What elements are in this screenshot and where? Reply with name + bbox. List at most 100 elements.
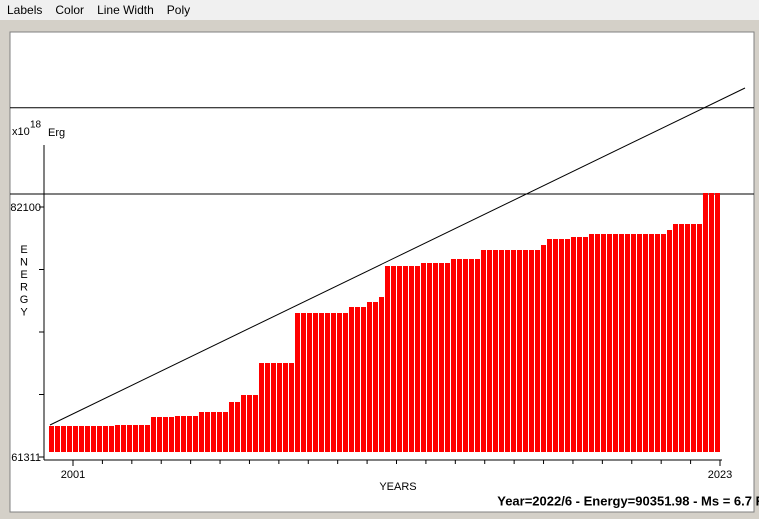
bar — [679, 224, 684, 452]
bar — [505, 250, 510, 452]
bar — [223, 412, 228, 452]
bar — [265, 363, 270, 452]
bar — [685, 224, 690, 452]
menu-item[interactable]: Poly — [166, 3, 191, 17]
bar — [415, 266, 420, 452]
bar — [541, 245, 546, 452]
bar — [655, 233, 660, 452]
bar — [511, 250, 516, 452]
bar — [385, 266, 390, 452]
menu-item[interactable]: Line Width — [97, 3, 154, 17]
bar — [103, 425, 108, 452]
bar — [163, 417, 168, 452]
bar — [433, 263, 438, 452]
bar — [463, 258, 468, 452]
bar — [61, 425, 66, 452]
bar — [211, 412, 216, 452]
bar — [289, 363, 294, 452]
trend-line — [49, 87, 746, 426]
bar — [49, 425, 54, 452]
bar — [343, 313, 348, 452]
bar — [403, 266, 408, 452]
bar — [571, 237, 576, 452]
bar — [595, 233, 600, 452]
bar — [547, 239, 552, 452]
bar — [301, 313, 306, 452]
bar — [445, 263, 450, 452]
bar — [709, 193, 714, 453]
bar — [283, 363, 288, 452]
y-tick-label: 61311 — [11, 452, 41, 464]
x-tick-label: 2001 — [61, 469, 85, 481]
bar — [181, 416, 186, 452]
bar — [583, 237, 588, 452]
bar — [157, 417, 162, 452]
bar — [697, 224, 702, 452]
bar — [331, 313, 336, 452]
bar — [493, 250, 498, 452]
bar — [355, 307, 360, 452]
bar — [577, 237, 582, 452]
unit-exponent: 18 — [30, 120, 42, 131]
bar — [673, 224, 678, 452]
bar — [421, 263, 426, 452]
bar — [451, 258, 456, 452]
bar — [229, 402, 234, 452]
bar — [55, 425, 60, 452]
bar — [373, 302, 378, 452]
menu-item[interactable]: Labels — [7, 3, 43, 17]
bar — [469, 258, 474, 452]
bar — [325, 313, 330, 452]
bar — [637, 233, 642, 452]
bar — [667, 230, 672, 452]
bar — [517, 250, 522, 452]
bar — [499, 250, 504, 452]
bar — [247, 394, 252, 452]
bar — [565, 239, 570, 452]
bar — [703, 193, 708, 453]
bar — [589, 233, 594, 452]
bar — [127, 424, 132, 452]
menu-item[interactable]: Color — [55, 3, 85, 17]
bar — [205, 412, 210, 452]
bar — [319, 313, 324, 452]
bar — [613, 233, 618, 452]
bar — [307, 313, 312, 452]
bar — [193, 416, 198, 452]
unit: Erg — [48, 127, 65, 139]
bar — [115, 424, 120, 452]
bar — [187, 416, 192, 452]
bar — [151, 417, 156, 452]
bar — [133, 424, 138, 452]
bar — [607, 233, 612, 452]
bar — [559, 239, 564, 452]
bar — [259, 363, 264, 452]
bar — [379, 297, 384, 452]
bar — [427, 263, 432, 452]
bar — [601, 233, 606, 452]
bar — [253, 394, 258, 452]
bar — [277, 363, 282, 452]
menu-bar: Labels Color Line Width Poly — [0, 0, 759, 20]
bar — [349, 307, 354, 452]
bar — [337, 313, 342, 452]
x-tick-label: 2023 — [708, 469, 732, 481]
bar — [409, 266, 414, 452]
bar — [73, 425, 78, 452]
bar — [199, 412, 204, 452]
bar — [439, 263, 444, 452]
bar — [391, 266, 396, 452]
bar — [367, 302, 372, 452]
bar — [631, 233, 636, 452]
bar — [271, 363, 276, 452]
bar — [553, 239, 558, 452]
bar — [661, 233, 666, 452]
bar — [715, 193, 720, 453]
bar — [625, 233, 630, 452]
bar — [85, 425, 90, 452]
bar — [295, 313, 300, 452]
bar — [457, 258, 462, 452]
bar — [241, 394, 246, 452]
bar — [487, 250, 492, 452]
